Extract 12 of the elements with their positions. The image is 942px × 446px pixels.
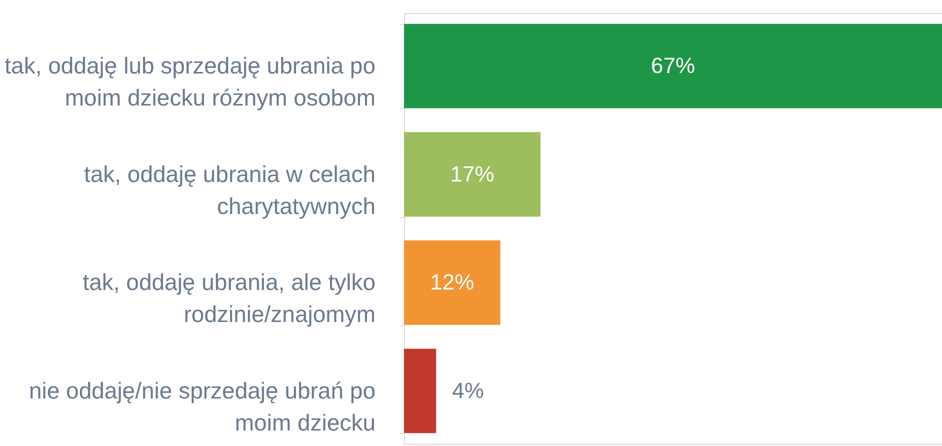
- y-tick-label: tak, oddaję ubrania, ale tylko rodzinie/znajomym: [82, 269, 376, 328]
- bar: [404, 348, 436, 434]
- bar: [404, 132, 541, 217]
- data-label: 4%: [452, 378, 484, 403]
- y-tick-label: tak, oddaję lub sprzedaję ubrania po moim dziecku różnym osobom: [4, 52, 376, 111]
- bar: [404, 24, 942, 108]
- y-tick-label: nie oddaję/nie sprzedaję ubrań po moim dziecku: [28, 377, 376, 436]
- data-label: 67%: [650, 53, 696, 78]
- bar: [404, 240, 500, 325]
- data-label: 17%: [450, 161, 494, 186]
- y-tick-label: tak, oddaję ubrania w celach charytatywnych: [84, 160, 376, 219]
- data-label: 12%: [430, 270, 474, 295]
